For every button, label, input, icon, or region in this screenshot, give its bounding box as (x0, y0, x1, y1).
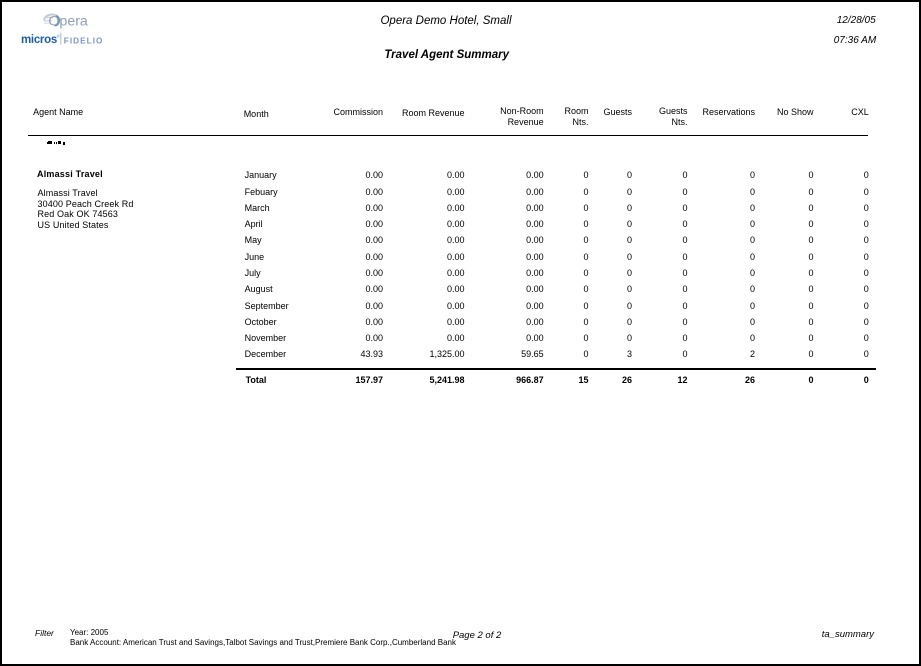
svg-text:Opera: Opera (48, 14, 88, 30)
svg-text:®: ® (57, 34, 60, 39)
svg-text:micros: micros (21, 34, 57, 46)
svg-text:FIDELIO: FIDELIO (64, 37, 104, 46)
